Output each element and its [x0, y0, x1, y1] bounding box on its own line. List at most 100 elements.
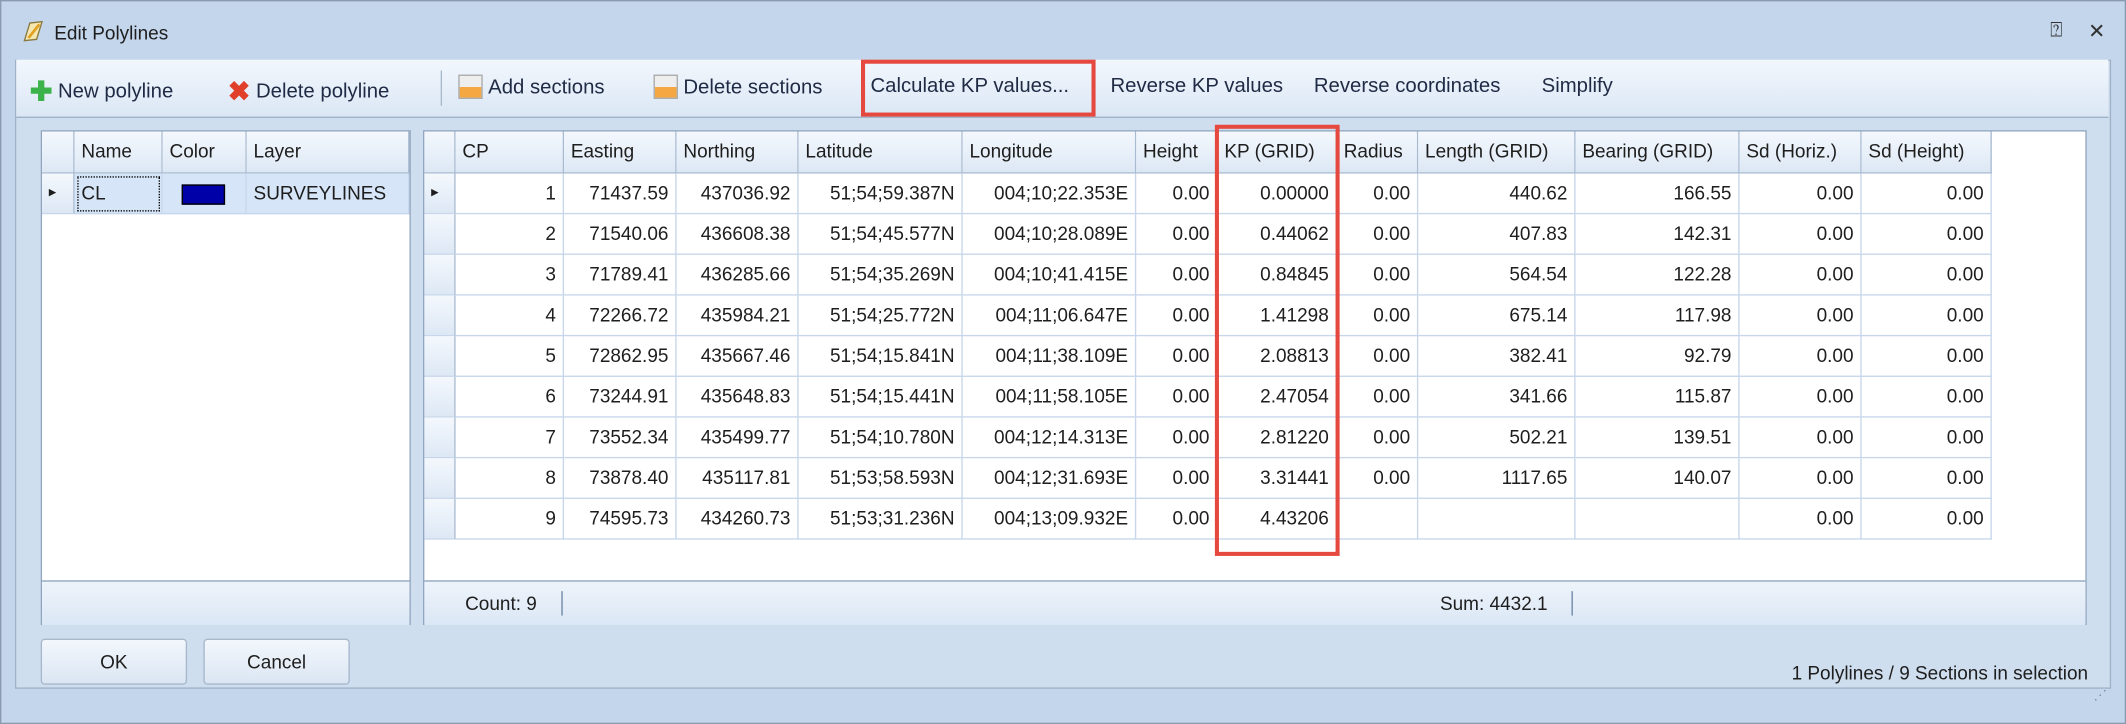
- delete-polyline-button[interactable]: ✖ Delete polyline: [228, 75, 390, 109]
- sections-grid[interactable]: CP Easting Northing Latitude Longitude Height…: [423, 130, 2087, 626]
- column-header-bearing-grid[interactable]: Bearing (GRID): [1575, 131, 1740, 174]
- section-cell[interactable]: 004;10;22.353E: [962, 173, 1137, 215]
- section-cell[interactable]: 435648.83: [676, 376, 799, 418]
- section-cell[interactable]: 0.00: [1336, 173, 1419, 215]
- section-cell[interactable]: 7: [455, 417, 565, 459]
- section-cell[interactable]: 1117.65: [1418, 458, 1576, 499]
- section-cell[interactable]: 0.00: [1136, 214, 1218, 255]
- section-cell[interactable]: 0.00: [1739, 498, 1862, 540]
- section-cell[interactable]: [1575, 498, 1740, 540]
- section-cell[interactable]: 0.00: [1136, 254, 1218, 296]
- section-cell[interactable]: 0.00: [1336, 214, 1419, 255]
- section-cell[interactable]: 115.87: [1575, 376, 1740, 418]
- section-cell[interactable]: 0.00: [1739, 458, 1862, 499]
- section-cell[interactable]: 004;13;09.932E: [962, 498, 1137, 540]
- row-indicator[interactable]: ▸: [424, 173, 456, 215]
- section-cell[interactable]: 004;11;38.109E: [962, 336, 1137, 377]
- section-cell[interactable]: 122.28: [1575, 254, 1740, 296]
- column-header-color[interactable]: Color: [162, 131, 247, 174]
- section-cell[interactable]: 0.00: [1739, 254, 1862, 296]
- section-cell[interactable]: 0.00: [1136, 417, 1218, 459]
- section-cell[interactable]: 0.00: [1861, 417, 1992, 459]
- section-cell[interactable]: 71540.06: [564, 214, 677, 255]
- section-cell[interactable]: 435667.46: [676, 336, 799, 377]
- section-cell[interactable]: 72266.72: [564, 295, 677, 337]
- section-cell[interactable]: 435117.81: [676, 458, 799, 499]
- row-indicator[interactable]: [424, 295, 456, 337]
- section-cell[interactable]: 436608.38: [676, 214, 799, 255]
- section-cell[interactable]: 435984.21: [676, 295, 799, 337]
- column-header-easting[interactable]: Easting: [564, 131, 677, 174]
- reverse-coordinates-button[interactable]: Reverse coordinates: [1313, 74, 1501, 98]
- section-cell[interactable]: 0.00: [1336, 376, 1419, 418]
- section-cell[interactable]: 71437.59: [564, 173, 677, 215]
- add-sections-button[interactable]: Add sections: [458, 74, 605, 99]
- section-cell[interactable]: 8: [455, 458, 565, 499]
- section-cell[interactable]: 73552.34: [564, 417, 677, 459]
- pin-icon[interactable]: ⍰: [2050, 18, 2063, 43]
- section-cell[interactable]: 004;12;14.313E: [962, 417, 1137, 459]
- polyline-color-cell[interactable]: [162, 173, 247, 215]
- section-cell[interactable]: 564.54: [1418, 254, 1576, 296]
- section-cell[interactable]: 4: [455, 295, 565, 337]
- section-cell[interactable]: 0.00: [1739, 214, 1862, 255]
- row-indicator[interactable]: [424, 254, 456, 296]
- section-cell[interactable]: 0.00: [1861, 336, 1992, 377]
- section-cell[interactable]: 51;54;35.269N: [798, 254, 963, 296]
- section-cell[interactable]: 51;54;10.780N: [798, 417, 963, 459]
- section-cell[interactable]: [1336, 498, 1419, 540]
- section-cell[interactable]: 74595.73: [564, 498, 677, 540]
- section-cell[interactable]: 117.98: [1575, 295, 1740, 337]
- row-indicator[interactable]: [424, 498, 456, 540]
- section-cell[interactable]: 0.00: [1336, 295, 1419, 337]
- section-cell[interactable]: 142.31: [1575, 214, 1740, 255]
- section-cell[interactable]: 2: [455, 214, 565, 255]
- column-header-sd-height[interactable]: Sd (Height): [1861, 131, 1992, 174]
- section-cell[interactable]: 0.00: [1861, 376, 1992, 418]
- section-cell[interactable]: 51;54;25.772N: [798, 295, 963, 337]
- column-header-latitude[interactable]: Latitude: [798, 131, 963, 174]
- section-cell[interactable]: 139.51: [1575, 417, 1740, 459]
- section-cell[interactable]: 0.00: [1136, 458, 1218, 499]
- section-cell[interactable]: 004;11;58.105E: [962, 376, 1137, 418]
- section-cell[interactable]: 0.00: [1136, 173, 1218, 215]
- section-cell[interactable]: 72862.95: [564, 336, 677, 377]
- section-cell[interactable]: 0.00: [1336, 417, 1419, 459]
- reverse-kp-button[interactable]: Reverse KP values: [1110, 74, 1284, 98]
- section-cell[interactable]: 0.00: [1136, 376, 1218, 418]
- close-icon[interactable]: ✕: [2088, 20, 2106, 44]
- section-cell[interactable]: 9: [455, 498, 565, 540]
- simplify-button[interactable]: Simplify: [1541, 74, 1613, 98]
- section-cell[interactable]: 71789.41: [564, 254, 677, 296]
- section-cell[interactable]: 434260.73: [676, 498, 799, 540]
- section-cell[interactable]: 0.00: [1336, 458, 1419, 499]
- section-cell[interactable]: 502.21: [1418, 417, 1576, 459]
- section-cell[interactable]: 407.83: [1418, 214, 1576, 255]
- column-header-layer[interactable]: Layer: [246, 131, 410, 174]
- resize-grip-icon[interactable]: ⋰: [2093, 688, 2108, 704]
- section-cell[interactable]: 0.00: [1861, 254, 1992, 296]
- section-cell[interactable]: 0.00: [1336, 254, 1419, 296]
- section-cell[interactable]: 437036.92: [676, 173, 799, 215]
- column-header-height[interactable]: Height: [1136, 131, 1218, 174]
- section-cell[interactable]: 435499.77: [676, 417, 799, 459]
- section-cell[interactable]: 51;53;31.236N: [798, 498, 963, 540]
- section-cell[interactable]: 0.00: [1739, 336, 1862, 377]
- section-cell[interactable]: 004;12;31.693E: [962, 458, 1137, 499]
- section-cell[interactable]: 0.00: [1861, 498, 1992, 540]
- column-header-sd-horiz[interactable]: Sd (Horiz.): [1739, 131, 1862, 174]
- section-cell[interactable]: 51;54;15.441N: [798, 376, 963, 418]
- section-cell[interactable]: 51;54;15.841N: [798, 336, 963, 377]
- section-cell[interactable]: 004;11;06.647E: [962, 295, 1137, 337]
- calculate-kp-button[interactable]: Calculate KP values...: [870, 74, 1070, 98]
- row-indicator[interactable]: ▸: [42, 173, 75, 215]
- section-cell[interactable]: 73878.40: [564, 458, 677, 499]
- section-cell[interactable]: 51;54;59.387N: [798, 173, 963, 215]
- section-cell[interactable]: 004;10;28.089E: [962, 214, 1137, 255]
- section-cell[interactable]: [1418, 498, 1576, 540]
- section-cell[interactable]: 0.00: [1861, 458, 1992, 499]
- section-cell[interactable]: 0.00: [1136, 295, 1218, 337]
- section-cell[interactable]: 382.41: [1418, 336, 1576, 377]
- column-header-northing[interactable]: Northing: [676, 131, 799, 174]
- section-cell[interactable]: 5: [455, 336, 565, 377]
